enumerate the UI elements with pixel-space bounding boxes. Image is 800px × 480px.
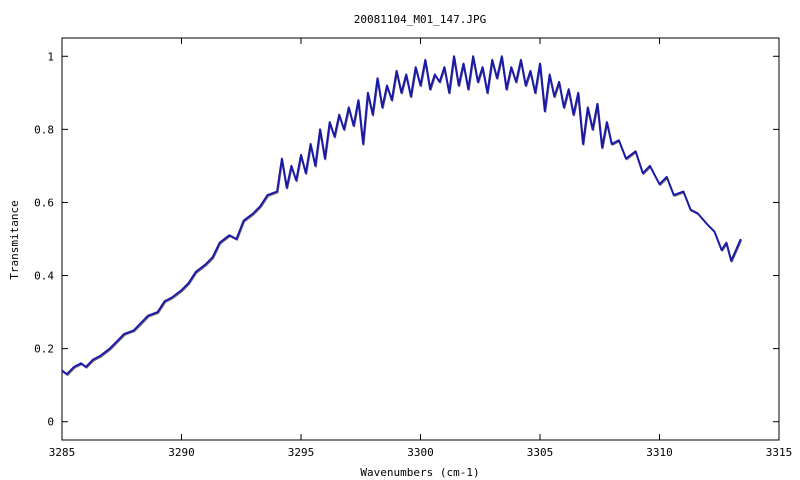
y-axis: 0 0.2 0.4 0.6 0.8 1 [34, 50, 779, 429]
y-tick-label: 0.4 [34, 270, 54, 283]
x-axis: 3285 3290 3295 3300 3305 3310 3315 [49, 38, 793, 459]
x-tick-label: 3300 [407, 446, 434, 459]
chart-title: 20081104_M01_147.JPG [354, 13, 486, 26]
y-tick-label: 0.2 [34, 343, 54, 356]
y-axis-label: Transmitance [8, 200, 21, 279]
x-axis-label: Wavenumbers (cm-1) [360, 466, 479, 479]
y-tick-label: 0.8 [34, 123, 54, 136]
series-line [61, 55, 742, 376]
plot-frame [61, 37, 780, 441]
series-layer [61, 55, 743, 377]
x-tick-label: 3290 [168, 446, 195, 459]
series-shadow-line [62, 56, 743, 377]
x-tick-label: 3315 [766, 446, 793, 459]
x-tick-label: 3285 [49, 446, 76, 459]
y-tick-label: 0 [47, 416, 54, 429]
x-tick-label: 3295 [288, 446, 315, 459]
y-tick-label: 1 [47, 50, 54, 63]
y-tick-label: 0.6 [34, 196, 54, 209]
x-tick-label: 3310 [646, 446, 673, 459]
x-tick-label: 3305 [527, 446, 554, 459]
